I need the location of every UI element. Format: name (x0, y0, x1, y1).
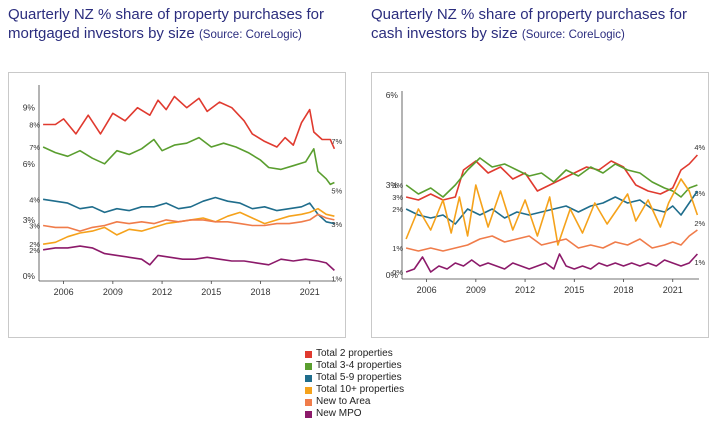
series-line (405, 154, 698, 201)
x-tick-label: 2015 (201, 287, 221, 297)
legend-item: Total 5-9 properties (305, 372, 445, 384)
series-line (405, 157, 698, 198)
series-line (43, 95, 336, 150)
legend-label: New to Area (316, 396, 371, 407)
series-end-label: 7% (331, 137, 342, 146)
series-line (42, 196, 335, 225)
series-start-label: 1% (392, 244, 403, 253)
series-start-label: 3% (392, 193, 403, 202)
x-tick-label: 2006 (417, 285, 437, 295)
series-start-label: 4% (29, 195, 40, 204)
title-source: (Source: CoreLogic) (521, 29, 625, 41)
series-end-label: 5% (331, 187, 342, 196)
legend-swatch (305, 410, 312, 418)
legend-swatch (305, 386, 312, 394)
legend: Total 2 properties Total 3-4 properties To… (305, 348, 445, 420)
series-end-label: 2% (694, 219, 705, 228)
series-end-label: 4% (694, 143, 705, 152)
chart-title-mortgaged: Quarterly NZ % share of property purchas… (8, 5, 343, 45)
chart-title-cash: Quarterly NZ % share of property purchas… (371, 5, 706, 45)
legend-item: Total 10+ properties (305, 384, 445, 396)
legend-swatch (305, 362, 312, 370)
y-tick-label: 3% (386, 180, 399, 190)
x-tick-label: 2015 (564, 285, 584, 295)
legend-label: Total 5-9 properties (316, 372, 402, 383)
series-end-label: 3% (694, 189, 705, 198)
series-end-label: 3% (331, 220, 342, 229)
series-start-label: 3% (29, 222, 40, 231)
series-start-label: 3% (392, 181, 403, 190)
series-line (42, 213, 335, 232)
y-tick-label: 3% (23, 215, 36, 225)
series-end-label: 1% (694, 258, 705, 267)
series-start-label: 8% (29, 121, 40, 130)
x-tick-label: 2009 (103, 287, 123, 297)
legend-item: New to Area (305, 396, 445, 408)
x-tick-label: 2021 (663, 285, 683, 295)
series-line (405, 190, 699, 225)
series-start-label: 0% (392, 268, 403, 277)
legend-item: New MPO (305, 408, 445, 420)
legend-label: New MPO (316, 408, 362, 419)
x-tick-label: 2018 (251, 287, 271, 297)
series-start-label: 2% (29, 240, 40, 249)
series-line (42, 207, 335, 245)
title-text: Quarterly NZ % share of property purchas… (8, 6, 324, 42)
legend-item: Total 2 properties (305, 348, 445, 360)
series-line (42, 136, 335, 186)
chart-svg-cash: 0%3%6%2006 2009 2012 2015 2018 20213%4%3%3%2%… (386, 90, 706, 295)
legend-label: Total 2 properties (316, 348, 393, 359)
legend-label: Total 3-4 properties (316, 360, 402, 371)
legend-item: Total 3-4 properties (305, 360, 445, 372)
series-start-label: 7% (29, 143, 40, 152)
y-tick-label: 0% (386, 270, 399, 280)
x-tick-label: 2009 (466, 285, 486, 295)
title-text: Quarterly NZ % share of property purchas… (371, 6, 687, 42)
y-tick-label: 0% (23, 271, 36, 281)
chart-svg-mortgaged: 0% 3% 6% 9% 2006 2009 2012 2015 2018 2021 8% 7% 7% 5%… (23, 85, 343, 297)
y-tick-label: 6% (23, 159, 36, 169)
series-line (405, 178, 699, 246)
x-tick-label: 2012 (152, 287, 172, 297)
legend-swatch (305, 398, 312, 406)
legend-label: Total 10+ properties (316, 384, 405, 395)
x-tick-label: 2012 (515, 285, 535, 295)
x-tick-label: 2006 (54, 287, 74, 297)
series-line (42, 245, 335, 271)
legend-swatch (305, 350, 312, 358)
series-start-label: 2% (392, 205, 403, 214)
x-tick-label: 2021 (300, 287, 320, 297)
series-line (405, 253, 698, 273)
series-end-label: 1% (331, 274, 342, 283)
y-tick-label: 9% (23, 103, 36, 113)
x-tick-label: 2018 (614, 285, 634, 295)
title-source: (Source: CoreLogic) (198, 29, 302, 41)
chart-panel-cash: 0% 3% 6% 2006 2009 2012 2015 2018 2021 3% 4% 3% 3% 2%… (371, 72, 709, 338)
legend-swatch (305, 374, 312, 382)
y-tick-label: 6% (386, 90, 399, 100)
series-start-label: 2% (29, 246, 40, 255)
series-line (405, 229, 698, 252)
chart-panel-mortgaged: 0% 3% 6% 9% 2006 2009 2012 2015 2018 2021 8% 7% 7% 5%… (8, 72, 346, 338)
